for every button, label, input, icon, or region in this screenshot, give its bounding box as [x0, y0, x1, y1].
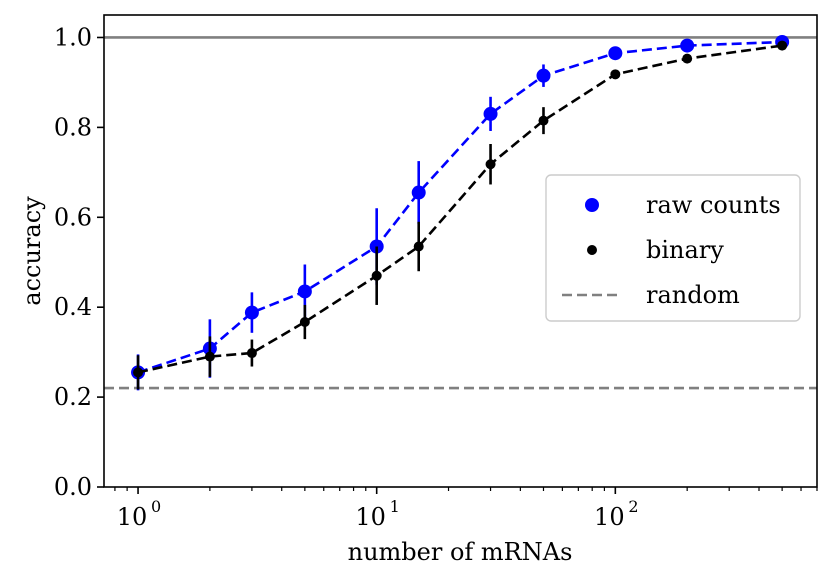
data-point: [204, 351, 215, 362]
data-point: [133, 367, 144, 378]
y-tick-label: 0.6: [54, 203, 92, 231]
series-line: [137, 44, 783, 374]
data-point: [246, 348, 257, 359]
legend-entry-raw-counts: raw counts: [585, 191, 781, 219]
y-tick-label: 0.2: [54, 383, 92, 411]
y-tick-label: 0.8: [54, 113, 92, 141]
data-point: [411, 185, 426, 200]
data-point: [610, 69, 621, 80]
x-axis-label: number of mRNAs: [348, 538, 573, 566]
data-point: [608, 46, 623, 61]
x-tick-exponent: 2: [628, 497, 638, 516]
data-point: [536, 68, 551, 83]
x-tick-label: 10: [355, 503, 386, 531]
legend-label: raw counts: [646, 191, 781, 219]
series-line: [137, 40, 783, 374]
series-binary: [133, 40, 788, 390]
data-point: [244, 305, 259, 320]
legend-swatch: [585, 198, 599, 212]
legend-entry-binary: binary: [587, 236, 724, 264]
data-point: [682, 53, 693, 64]
x-tick-label: 10: [594, 503, 625, 531]
y-axis-label: accuracy: [18, 196, 46, 306]
y-tick-label: 0.4: [54, 293, 92, 321]
data-point: [483, 106, 498, 121]
data-point: [299, 317, 310, 328]
x-tick-exponent: 1: [390, 497, 400, 516]
legend-label: random: [646, 281, 740, 309]
legend-entry-random: random: [562, 281, 740, 309]
y-tick-label: 0.0: [54, 473, 92, 501]
legend: raw counts binary random: [545, 174, 801, 322]
plot-frame: [103, 14, 818, 488]
legend-label: binary: [646, 236, 724, 264]
data-point: [538, 115, 549, 126]
data-point: [413, 241, 424, 252]
data-point: [485, 159, 496, 170]
data-point: [777, 40, 788, 51]
legend-box: [545, 174, 801, 322]
x-tick-label: 10: [117, 503, 148, 531]
data-point: [680, 38, 695, 53]
y-tick-label: 1.0: [54, 23, 92, 51]
data-point: [297, 284, 312, 299]
data-point: [371, 270, 382, 281]
x-tick-exponent: 0: [151, 497, 161, 516]
legend-swatch: [587, 245, 597, 255]
